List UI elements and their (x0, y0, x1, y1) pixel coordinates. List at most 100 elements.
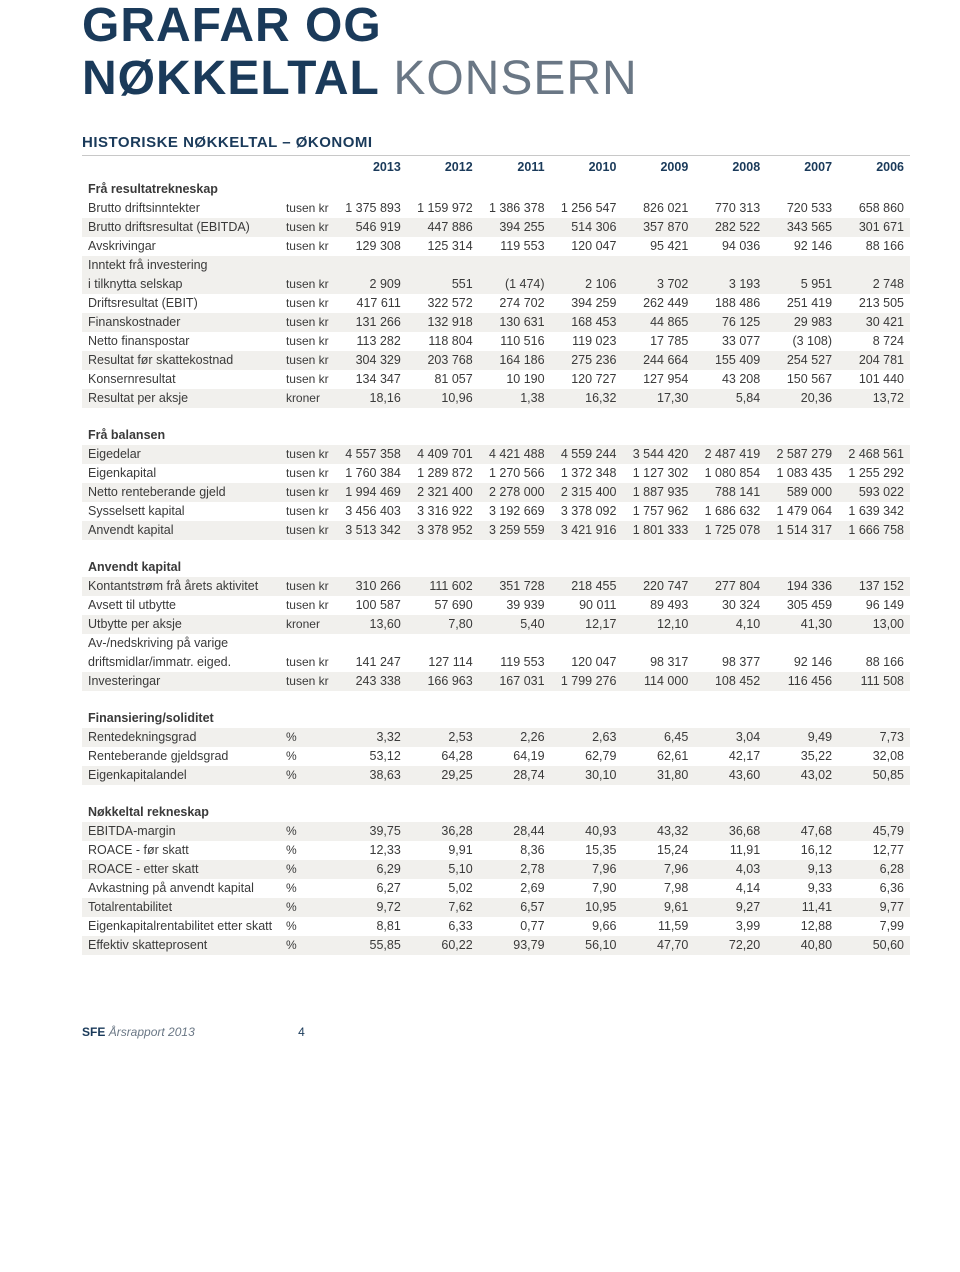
cell-value: 9,33 (766, 879, 838, 898)
cell-value: 41,30 (766, 615, 838, 634)
cell-value: 310 266 (335, 577, 407, 596)
cell-value: 447 886 (407, 218, 479, 237)
cell-value: 243 338 (335, 672, 407, 691)
cell-value: 2 278 000 (479, 483, 551, 502)
cell-value: 39,75 (335, 822, 407, 841)
cell-value: 1 887 935 (622, 483, 694, 502)
cell-value: 3 378 092 (551, 502, 623, 521)
row-label: Totalrentabilitet (82, 898, 280, 917)
cell-value: 218 455 (551, 577, 623, 596)
cell-value: 1 725 078 (694, 521, 766, 540)
cell-value: 10,95 (551, 898, 623, 917)
table-row: Eigedelartusen kr4 557 3584 409 7014 421… (82, 445, 910, 464)
cell-value: 8,36 (479, 841, 551, 860)
nokkeltal-table: 20132012201120102009200820072006Frå resu… (82, 156, 910, 955)
row-label: Eigedelar (82, 445, 280, 464)
cell-value: 101 440 (838, 370, 910, 389)
cell-value: 120 727 (551, 370, 623, 389)
cell-value: 31,80 (622, 766, 694, 785)
cell-value: 188 486 (694, 294, 766, 313)
cell-value: 1 757 962 (622, 502, 694, 521)
cell-value: 12,10 (622, 615, 694, 634)
table-row: Eigenkapitalandel%38,6329,2528,7430,1031… (82, 766, 910, 785)
cell-value (766, 634, 838, 653)
cell-value: 304 329 (335, 351, 407, 370)
table-row: Avsett til utbyttetusen kr100 58757 6903… (82, 596, 910, 615)
cell-value: 417 611 (335, 294, 407, 313)
row-label: Rentedekningsgrad (82, 728, 280, 747)
table-row: Totalrentabilitet%9,727,626,5710,959,619… (82, 898, 910, 917)
cell-value: 16,12 (766, 841, 838, 860)
table-row: Finanskostnadertusen kr131 266132 918130… (82, 313, 910, 332)
cell-value: 2,69 (479, 879, 551, 898)
cell-value: 1 639 342 (838, 502, 910, 521)
table-row: Netto renteberande gjeldtusen kr1 994 46… (82, 483, 910, 502)
cell-value: 131 266 (335, 313, 407, 332)
cell-value: 2 315 400 (551, 483, 623, 502)
table-row: Eigenkapitalrentabilitet etter skatt%8,8… (82, 917, 910, 936)
cell-value: 50,60 (838, 936, 910, 955)
cell-value: 1 799 276 (551, 672, 623, 691)
cell-value: 111 508 (838, 672, 910, 691)
cell-value: 20,36 (766, 389, 838, 408)
cell-value: 6,27 (335, 879, 407, 898)
row-label: Eigenkapital (82, 464, 280, 483)
cell-value: 94 036 (694, 237, 766, 256)
section-historiske: HISTORISKE NØKKELTAL – ØKONOMI (82, 134, 910, 156)
table-row: Brutto driftsinntektertusen kr1 375 8931… (82, 199, 910, 218)
cell-value: 40,80 (766, 936, 838, 955)
cell-value: 5,84 (694, 389, 766, 408)
col-year: 2012 (407, 156, 479, 178)
row-unit: tusen kr (280, 445, 335, 464)
cell-value: 12,88 (766, 917, 838, 936)
cell-value: 1 255 292 (838, 464, 910, 483)
table-row: Brutto driftsresultat (EBITDA)tusen kr54… (82, 218, 910, 237)
cell-value: 220 747 (622, 577, 694, 596)
cell-value: 3,32 (335, 728, 407, 747)
cell-value: 53,12 (335, 747, 407, 766)
cell-value: 57 690 (407, 596, 479, 615)
cell-value: 15,35 (551, 841, 623, 860)
table-row: driftsmidlar/immatr. eiged.tusen kr141 2… (82, 653, 910, 672)
row-label: Brutto driftsresultat (EBITDA) (82, 218, 280, 237)
cell-value: 2,63 (551, 728, 623, 747)
cell-value (622, 634, 694, 653)
row-label: Eigenkapitalandel (82, 766, 280, 785)
footer-report: Årsrapport 2013 (109, 1025, 195, 1039)
cell-value: 251 419 (766, 294, 838, 313)
cell-value: 4,10 (694, 615, 766, 634)
row-unit: tusen kr (280, 370, 335, 389)
row-label: Avskrivingar (82, 237, 280, 256)
title-bold2: NØKKELTAL (82, 52, 379, 105)
row-unit: % (280, 898, 335, 917)
cell-value: 96 149 (838, 596, 910, 615)
cell-value: 119 023 (551, 332, 623, 351)
col-year: 2011 (479, 156, 551, 178)
cell-value: 11,41 (766, 898, 838, 917)
cell-value: 118 804 (407, 332, 479, 351)
row-label: Resultat per aksje (82, 389, 280, 408)
cell-value (838, 256, 910, 275)
table-row: Sysselsett kapitaltusen kr3 456 4033 316… (82, 502, 910, 521)
cell-value: 826 021 (622, 199, 694, 218)
row-label: Inntekt frå investering (82, 256, 280, 275)
row-label: Sysselsett kapital (82, 502, 280, 521)
table-row: Av-/nedskriving på varige (82, 634, 910, 653)
cell-value: 30 421 (838, 313, 910, 332)
cell-value: 90 011 (551, 596, 623, 615)
cell-value: 10,96 (407, 389, 479, 408)
cell-value: 76 125 (694, 313, 766, 332)
table-row: Kontantstrøm frå årets aktivitettusen kr… (82, 577, 910, 596)
cell-value: 167 031 (479, 672, 551, 691)
cell-value: 394 259 (551, 294, 623, 313)
cell-value: 62,79 (551, 747, 623, 766)
cell-value: 7,73 (838, 728, 910, 747)
page-title: GRAFAR OG NØKKELTAL KONSERN (82, 0, 910, 106)
col-year: 2008 (694, 156, 766, 178)
cell-value: 168 453 (551, 313, 623, 332)
cell-value: 275 236 (551, 351, 623, 370)
cell-value (622, 256, 694, 275)
cell-value: 119 553 (479, 237, 551, 256)
cell-value: 72,20 (694, 936, 766, 955)
table-row: Inntekt frå investering (82, 256, 910, 275)
